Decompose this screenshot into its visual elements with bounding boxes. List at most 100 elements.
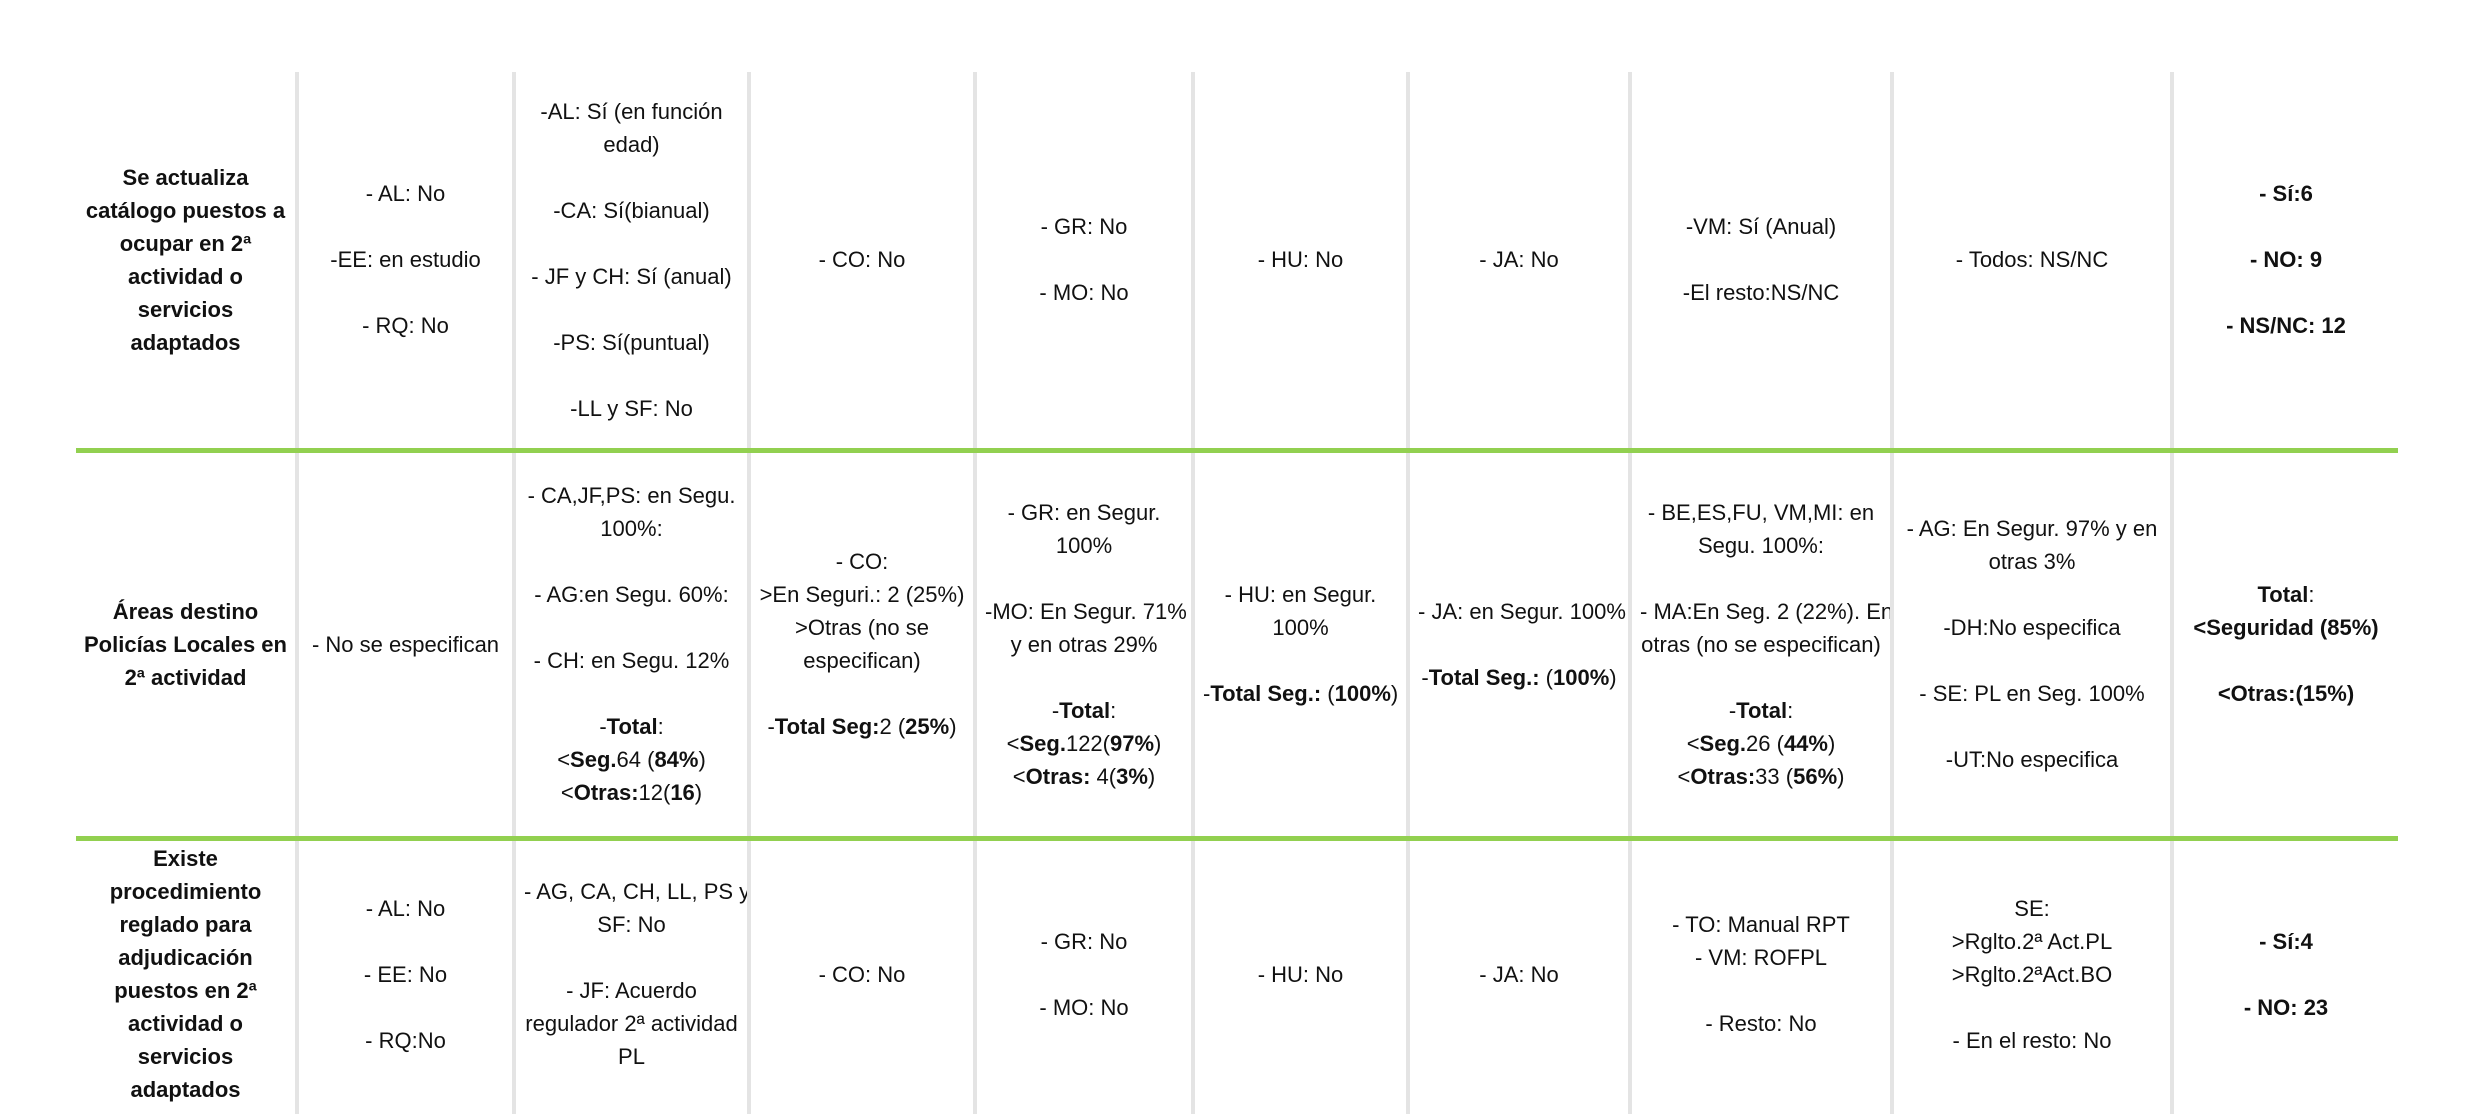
bold-text: <Otras:(15%)	[2217, 681, 2355, 706]
cell-line: -Total:	[599, 714, 664, 739]
table-cell-col-7: - JA: en Segur. 100% -Total Seg.: (100%)	[1406, 447, 1630, 838]
cell-line: 100%	[1055, 532, 1113, 558]
table-row: Existe procedimiento reglado para adjudicac…	[76, 835, 2398, 1114]
cell-line: - CA,JF,PS: en Segu.	[527, 483, 736, 508]
row-label-line: ocupar en 2ª	[119, 230, 252, 256]
bold-text: - NO: 23	[2243, 994, 2329, 1020]
cell-line: >Otras (no se	[795, 615, 929, 640]
bold-text: Total Seg.:	[1210, 681, 1322, 706]
cell-line: - BE,ES,FU, VM,MI: en	[1647, 499, 1875, 525]
cell-line: - AG:en Segu. 60%:	[534, 582, 729, 607]
bold-text: Seg.	[570, 747, 617, 772]
table-cell-col-2: - No se especifican	[295, 447, 514, 838]
line-gap	[307, 210, 504, 243]
cell-line: - Sí:4	[2182, 925, 2390, 958]
bold-text: Total	[2257, 582, 2309, 607]
cell-line: - JF: Acuerdo	[566, 978, 697, 1004]
table-cell-col-9: SE: >Rglto.2ª Act.PL >Rglto.2ªAct.BO - En e…	[1890, 835, 2172, 1114]
line-gap	[524, 545, 739, 578]
table-cell-col-8: - BE,ES,FU, VM,MI: en Segu. 100%: - MA:En …	[1628, 447, 1892, 838]
table-cell-col-3: - CA,JF,PS: en Segu. 100%: - AG:en Segu. 6…	[512, 447, 749, 838]
line-gap	[2182, 958, 2390, 991]
cell-line: - RQ: No	[362, 313, 449, 339]
table-cell-col-2: - AL: No -EE: en estudio - RQ: No	[295, 72, 514, 450]
cell-line: -Total Seg.: (100%)	[1203, 681, 1399, 706]
line-gap	[985, 243, 1183, 276]
line-gap	[985, 661, 1183, 694]
cell-line: -Total:	[1728, 697, 1794, 723]
cell-line: - SE: PL en Seg. 100%	[1919, 681, 2145, 706]
cell-line: - AG: En Segur. 97% y en	[1906, 516, 2158, 541]
line-gap	[307, 925, 504, 958]
cell-line: SE:	[2014, 895, 2050, 921]
line-gap	[2182, 644, 2390, 677]
cell-line: - AL: No	[365, 181, 446, 207]
cell-line: -AL: Sí (en función	[540, 98, 723, 124]
cell-line: regulador 2ª actividad	[525, 1011, 738, 1037]
table-cell-col-7: - JA: No	[1406, 835, 1630, 1114]
cell-line: -EE: en estudio	[330, 247, 481, 273]
cell-line: <Seg.122(97%)	[1006, 730, 1162, 756]
cell-line: - MO: No	[1039, 280, 1129, 306]
cell-line: - Todos: NS/NC	[1955, 247, 2109, 273]
cell-line: - GR: No	[1040, 928, 1128, 954]
line-gap	[759, 677, 965, 710]
cell-line: -Total Seg.: (100%)	[1421, 664, 1617, 690]
cell-line: - MA:En Seg. 2 (22%). En	[1640, 598, 1892, 624]
line-gap	[524, 611, 739, 644]
cell-line: -VM: Sí (Anual)	[1685, 214, 1837, 240]
bold-text: Seg.	[1699, 730, 1747, 756]
line-gap	[1902, 644, 2162, 677]
bold-text: 44%	[1783, 730, 1828, 756]
cell-line: otras (no se especifican)	[1641, 631, 1881, 657]
row-label-line: servicios	[137, 1044, 234, 1070]
bold-text: Total Seg.:	[1428, 664, 1540, 690]
table-cell-col-3: - AG, CA, CH, LL, PS y SF: No - JF: Acuerd…	[512, 835, 749, 1114]
row-label-line: adjudicación	[118, 945, 253, 971]
cell-line: - NO: 23	[2182, 991, 2390, 1024]
cell-line: y en otras 29%	[1010, 631, 1158, 657]
table-cell-col-9: - AG: En Segur. 97% y en otras 3% -DH:No e…	[1890, 447, 2172, 838]
cell-line: otras 3%	[1988, 549, 2076, 574]
bold-text: Total Seg:	[774, 714, 880, 739]
cell-line: -PS: Sí(puntual)	[553, 329, 710, 355]
row-label-line: reglado para	[119, 912, 252, 938]
row-label-cell: Existe procedimiento reglado para adjudicac…	[76, 835, 297, 1114]
bold-text: 100%	[1334, 681, 1391, 706]
line-gap	[524, 161, 739, 194]
table-cell-col-total: - Sí:6 - NO: 9 - NS/NC: 12	[2170, 72, 2398, 450]
bold-text: 100%	[1553, 664, 1610, 690]
table-cell-col-4: - CO: No	[747, 72, 975, 450]
cell-line: - HU: No	[1257, 247, 1344, 273]
cell-line: 100%:	[600, 516, 663, 541]
bold-text: <Seguridad (85%)	[2193, 615, 2379, 640]
comparison-table: Se actualiza catálogo puestos a ocupar en …	[76, 72, 2398, 1114]
line-gap	[524, 941, 739, 974]
row-label-line: actividad o	[128, 263, 243, 289]
line-gap	[524, 293, 739, 326]
table-cell-col-7: - JA: No	[1406, 72, 1630, 450]
line-gap	[2182, 210, 2390, 243]
table-cell-col-6: - HU: No	[1191, 72, 1408, 450]
cell-line: - GR: en Segur.	[1007, 499, 1161, 525]
bold-text: - Sí:6	[2259, 181, 2313, 207]
bold-text: 25%	[905, 714, 950, 739]
bold-text: Seg.	[1019, 730, 1066, 756]
cell-line: - CH: en Segu. 12%	[533, 648, 730, 673]
cell-line: - CO: No	[818, 247, 906, 273]
cell-line: - VM: ROFPL	[1694, 945, 1827, 971]
table-cell-col-total: Total: <Seguridad (85%) <Otras:(15%)	[2170, 447, 2398, 838]
bold-text: 3%	[1116, 763, 1148, 789]
cell-line: - NO: 9	[2182, 243, 2390, 276]
table-cell-col-6: - HU: en Segur. 100% -Total Seg.: (100%)	[1191, 447, 1408, 838]
cell-line: SF: No	[597, 912, 666, 938]
cell-line: <Otras:33 (56%)	[1677, 763, 1845, 789]
table-cell-col-2: - AL: No - EE: No - RQ:No	[295, 835, 514, 1114]
line-gap	[985, 958, 1183, 991]
cell-line: Segu. 100%:	[1698, 532, 1824, 558]
cell-line: - AG, CA, CH, LL, PS y	[524, 879, 749, 905]
bold-text: - Sí:4	[2259, 928, 2313, 954]
cell-line: >Rglto.2ª Act.PL	[1951, 928, 2113, 954]
table-cell-col-3: -AL: Sí (en función edad) -CA: Sí(bianual)…	[512, 72, 749, 450]
row-label-cell: Áreas destino Policías Locales en 2ª activ…	[76, 447, 297, 838]
